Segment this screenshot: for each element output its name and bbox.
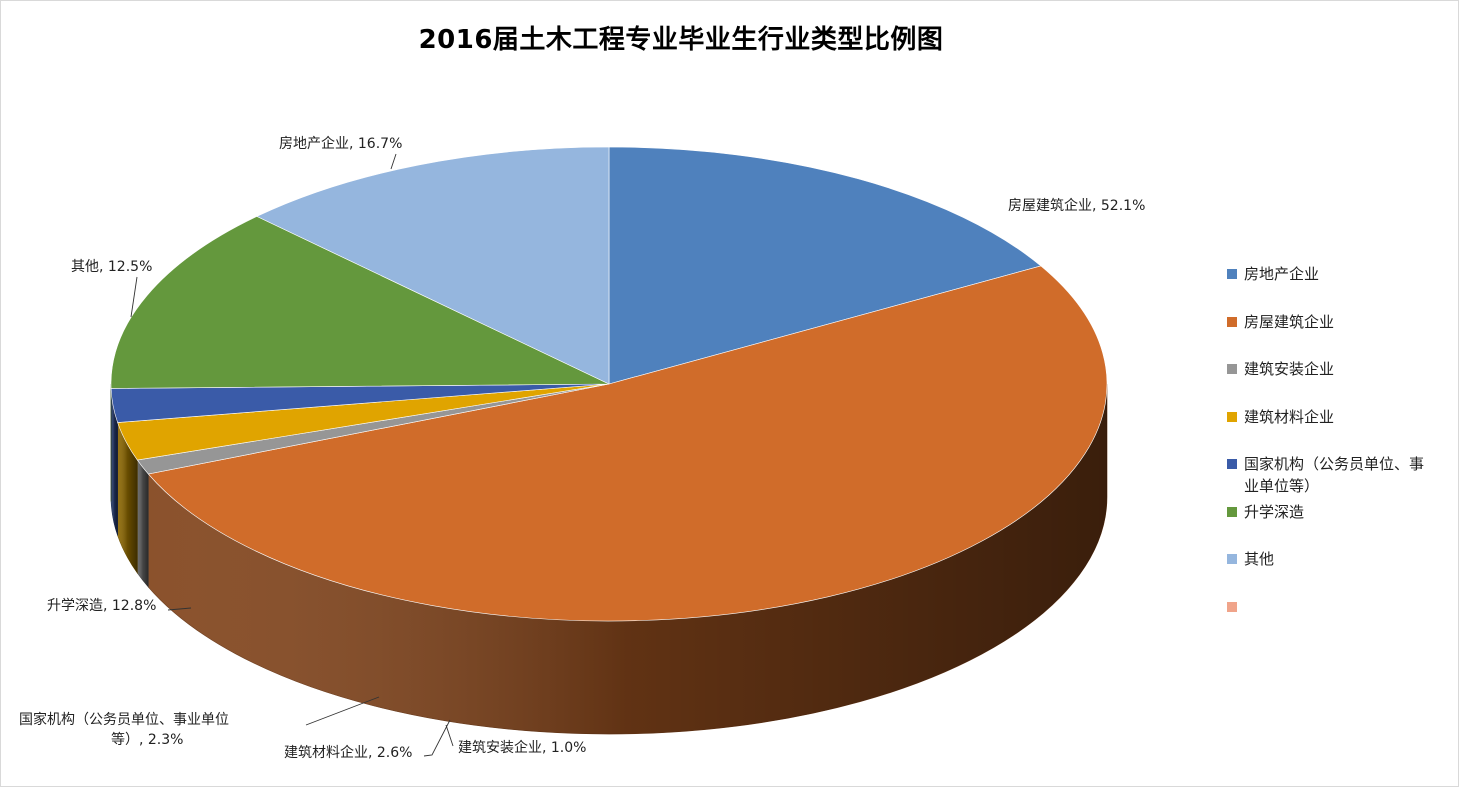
legend-label-2: 建筑安装企业	[1244, 360, 1335, 378]
pie-top	[110, 146, 1108, 622]
legend-label-0: 房地产企业	[1244, 265, 1320, 283]
legend-entry-6: 其他	[1227, 548, 1453, 570]
leader-lines	[130, 153, 454, 757]
data-label-5: 升学深造, 12.8%	[47, 598, 156, 614]
pie-sides	[110, 383, 1108, 735]
legend-swatch-0	[1227, 269, 1237, 279]
legend-entry-0: 房地产企业	[1227, 263, 1453, 285]
chart-title: 2016届土木工程专业毕业生行业类型比例图	[418, 25, 944, 55]
pie-slice-5[interactable]	[110, 216, 610, 389]
pie-slice-6[interactable]	[256, 146, 610, 385]
leader-line-0	[390, 153, 397, 170]
legend-label-3: 建筑材料企业	[1244, 408, 1335, 426]
pie-side-shade-4	[111, 388, 118, 536]
legend-swatch-3	[1227, 412, 1237, 422]
leader-line-4	[305, 696, 380, 726]
legend-swatch-2	[1227, 364, 1237, 374]
data-labels: 房地产企业, 16.7% 房屋建筑企业, 52.1% 建筑安装企业, 1.0% 建筑材…	[19, 135, 1145, 761]
data-label-0: 房地产企业, 16.7%	[279, 135, 402, 152]
data-label-1: 房屋建筑企业, 52.1%	[1008, 197, 1145, 214]
data-label-4: 国家机构（公务员单位、事业单位等）, 2.3%	[19, 711, 229, 748]
legend-swatch-6	[1227, 554, 1237, 564]
leader-line-5	[167, 607, 192, 611]
legend-entry-3: 建筑材料企业	[1227, 406, 1453, 428]
data-label-3: 建筑材料企业, 2.6%	[284, 744, 412, 761]
pie-slice-0[interactable]	[608, 146, 1042, 385]
leader-line-2	[445, 724, 454, 747]
legend-entry-4: 国家机构（公务员单位、事 业单位等）	[1227, 453, 1453, 497]
leader-line-3	[423, 719, 451, 757]
pie-side-shade-3	[117, 422, 138, 574]
legend-label-1: 房屋建筑企业	[1244, 313, 1335, 331]
legend-label-4: 国家机构（公务员单位、事 业单位等）	[1244, 455, 1425, 495]
leader-line-6	[130, 276, 138, 318]
legend-swatch-7	[1227, 602, 1237, 612]
legend-swatch-5	[1227, 507, 1237, 517]
legend-entry-5: 升学深造	[1227, 501, 1453, 523]
legend-label-5: 升学深造	[1244, 503, 1305, 521]
legend-entry-1: 房屋建筑企业	[1227, 311, 1453, 333]
pie-side-shade-2	[137, 460, 149, 588]
legend-swatch-1	[1227, 317, 1237, 327]
data-label-6: 其他, 12.5%	[71, 259, 152, 275]
legend-label-6: 其他	[1244, 550, 1275, 568]
pie-slice-1[interactable]	[147, 265, 1108, 622]
pie-side-shade-1	[148, 384, 1108, 734]
legend-entry-2: 建筑安装企业	[1227, 358, 1453, 380]
data-label-2: 建筑安装企业, 1.0%	[458, 739, 586, 756]
legend-swatch-4	[1227, 459, 1237, 469]
